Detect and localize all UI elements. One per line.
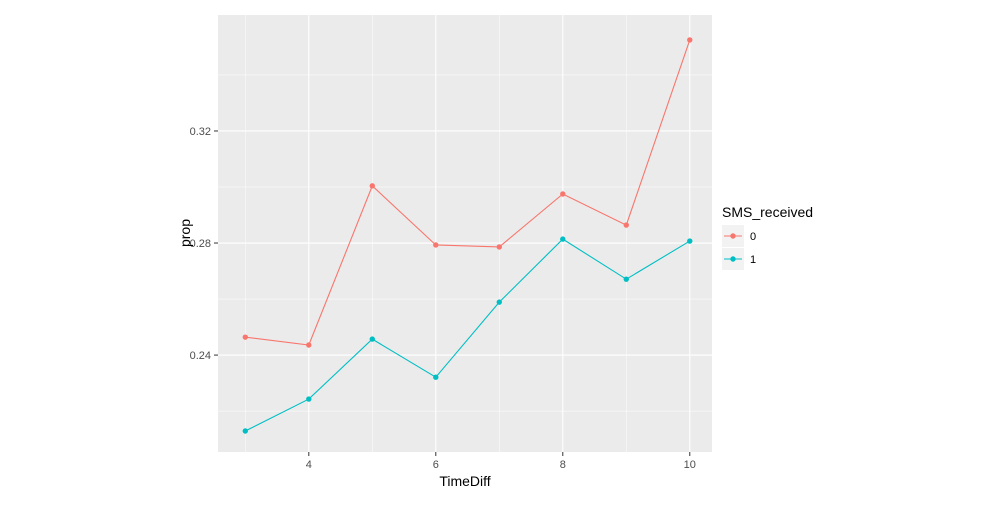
y-tick-label: 0.32 (190, 126, 211, 138)
legend-label: 0 (750, 231, 756, 243)
data-point-series-0 (433, 242, 439, 248)
data-point-series-1 (623, 276, 629, 282)
legend-label: 1 (750, 254, 756, 266)
data-point-series-0 (560, 191, 566, 197)
series-line-1 (245, 238, 691, 432)
data-point-series-1 (496, 299, 502, 305)
legend-key-point (730, 233, 736, 239)
x-tick-label: 8 (560, 459, 566, 471)
x-tick-label: 6 (433, 459, 439, 471)
x-axis-label: TimeDiff (439, 473, 490, 489)
data-point-series-0 (369, 183, 375, 189)
y-tick-label: 0.28 (190, 238, 211, 250)
data-point-series-1 (242, 428, 249, 434)
data-point-series-0 (496, 244, 502, 250)
data-point-series-1 (306, 396, 312, 402)
data-point-series-1 (369, 336, 375, 342)
legend-key-point (730, 256, 736, 262)
x-tick-label: 10 (684, 459, 696, 471)
x-tick-label: 4 (306, 459, 312, 471)
data-point-series-1 (687, 238, 693, 244)
data-point-series-0 (242, 334, 249, 340)
legend-title: SMS_received (722, 204, 813, 220)
legend: SMS_received 0 1 (722, 204, 813, 270)
y-axis-label: prop (177, 219, 193, 247)
data-point-series-0 (306, 342, 312, 348)
series-line-0 (245, 39, 691, 346)
y-tick-label: 0.24 (190, 350, 211, 362)
plot-panel (218, 15, 712, 452)
data-point-series-0 (623, 222, 629, 228)
data-point-series-1 (560, 236, 566, 242)
data-point-series-1 (433, 374, 439, 380)
data-point-series-0 (687, 37, 693, 43)
